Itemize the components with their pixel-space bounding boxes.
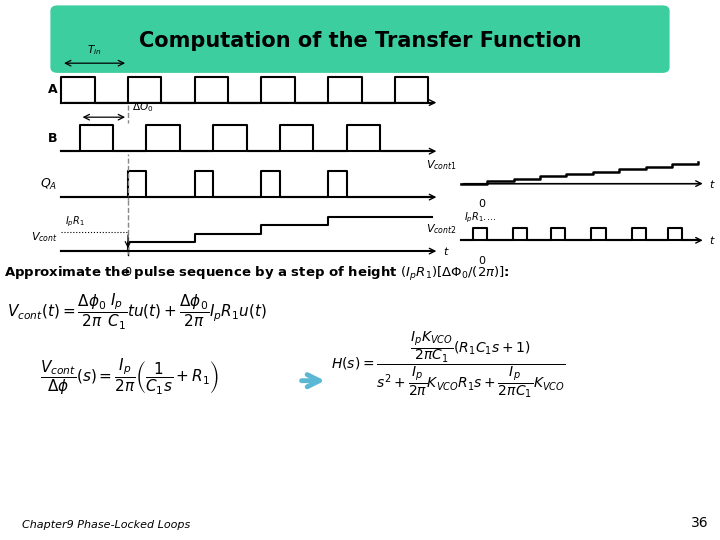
Text: Chapter9 Phase-Locked Loops: Chapter9 Phase-Locked Loops xyxy=(22,520,190,530)
Text: A: A xyxy=(48,83,58,96)
Text: $V_{cont}(t) = \dfrac{\Delta\phi_0}{2\pi}\dfrac{I_p}{C_1}tu(t) + \dfrac{\Delta\p: $V_{cont}(t) = \dfrac{\Delta\phi_0}{2\pi… xyxy=(7,292,267,332)
Text: $Q_A$: $Q_A$ xyxy=(40,177,58,192)
Text: $I_pR_1$: $I_pR_1$ xyxy=(65,215,85,230)
Text: $0$: $0$ xyxy=(478,254,487,266)
Text: $\Delta O_0$: $\Delta O_0$ xyxy=(132,100,153,114)
Text: 36: 36 xyxy=(691,516,708,530)
Text: B: B xyxy=(48,132,58,145)
Text: $\dfrac{V_{cont}}{\Delta\phi}(s) = \dfrac{I_p}{2\pi}\left(\dfrac{1}{C_1 s} + R_1: $\dfrac{V_{cont}}{\Delta\phi}(s) = \dfra… xyxy=(40,356,219,397)
Text: $V_{cont1}$: $V_{cont1}$ xyxy=(426,158,457,172)
Text: $0$: $0$ xyxy=(478,197,487,209)
Text: Computation of the Transfer Function: Computation of the Transfer Function xyxy=(139,31,581,51)
Text: Approximate the pulse sequence by a step of height $(I_pR_1)[\Delta\Phi_0/(2\pi): Approximate the pulse sequence by a step… xyxy=(4,265,509,282)
Text: $t$: $t$ xyxy=(709,234,716,246)
Text: $t$: $t$ xyxy=(443,245,449,257)
Text: $0$: $0$ xyxy=(124,265,132,276)
Text: $t$: $t$ xyxy=(709,178,716,190)
Text: $V_{cont2}$: $V_{cont2}$ xyxy=(426,222,457,237)
Text: $V_{cont}$: $V_{cont}$ xyxy=(31,231,58,245)
Text: $I_pR_1$....: $I_pR_1$.... xyxy=(464,211,497,225)
Text: $H(s) = \dfrac{\dfrac{I_p K_{VCO}}{2\pi C_1}(R_1C_1s+1)}{s^2 + \dfrac{I_p}{2\pi}: $H(s) = \dfrac{\dfrac{I_p K_{VCO}}{2\pi … xyxy=(331,329,566,400)
Text: $T_{in}$: $T_{in}$ xyxy=(87,43,102,57)
FancyBboxPatch shape xyxy=(50,5,670,73)
